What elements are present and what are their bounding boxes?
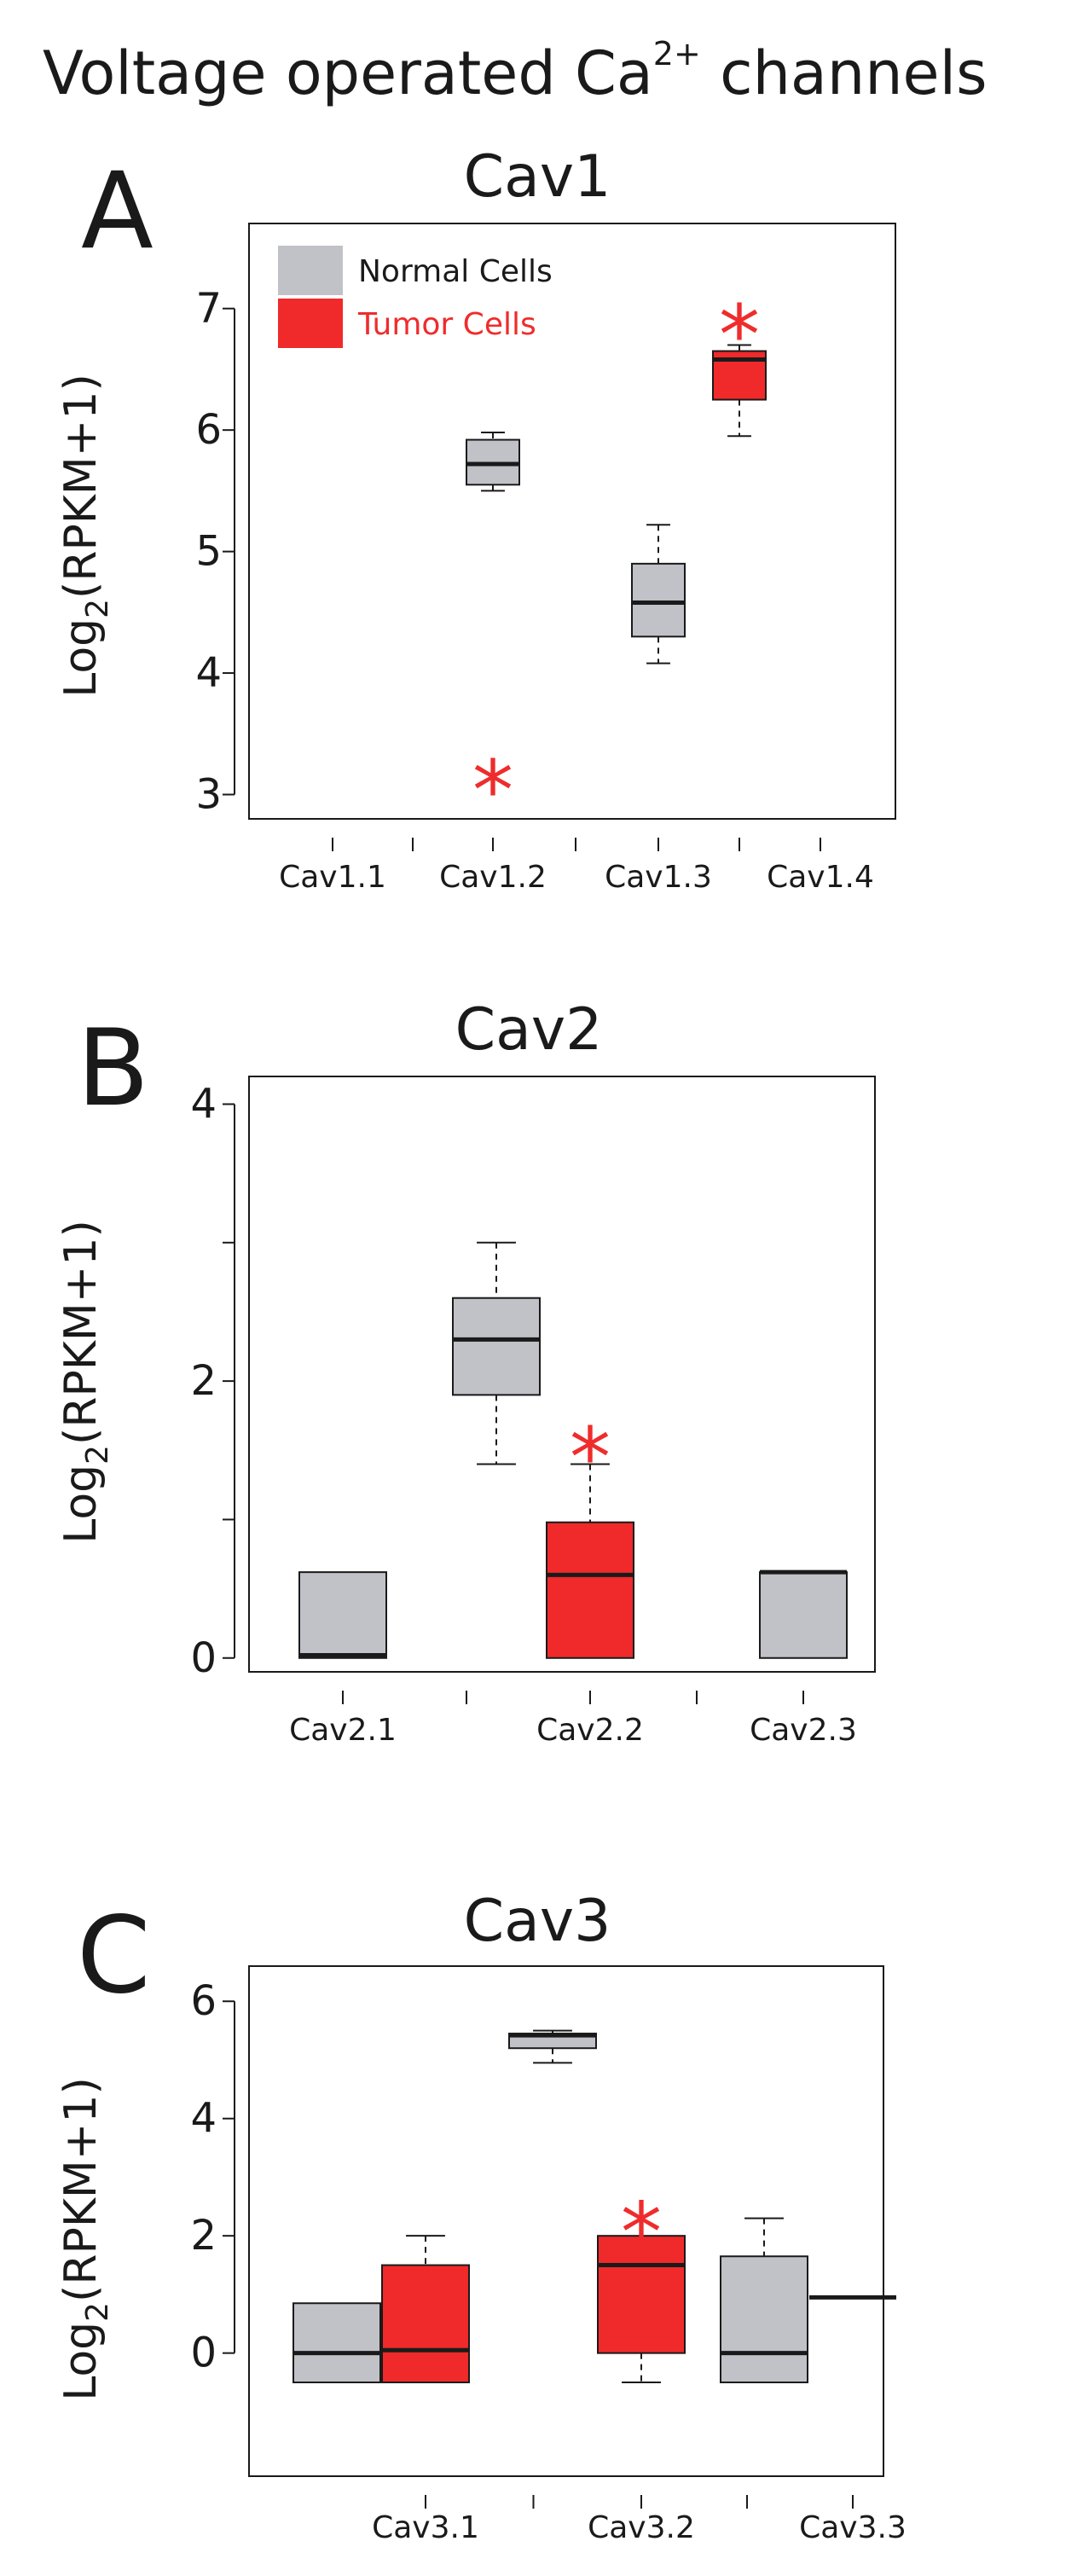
significance-asterisk: * xyxy=(621,2185,662,2281)
iqr-box xyxy=(597,2235,686,2354)
tumor-box-cav3-1 xyxy=(381,2235,470,2384)
x-tick-label: Cav1.2 xyxy=(439,860,547,895)
panel-c: C Cav3 0 2 4 6 Cav3.1 Cav3.2 Cav3.3 * Log2(RPK… xyxy=(55,1888,907,2545)
panel-letter-c: C xyxy=(77,1894,151,2017)
legend: Normal Cells Tumor Cells xyxy=(278,246,553,348)
normal-box-cav2-1 xyxy=(298,1571,387,1659)
x-tick-label: Cav3.1 xyxy=(372,2510,479,2545)
axes-c: 0 2 4 6 Cav3.1 Cav3.2 Cav3.3 xyxy=(190,1977,906,2545)
normal-box-cav3-3 xyxy=(720,2217,808,2384)
marks-b: * xyxy=(298,1241,848,1659)
x-tick-label: Cav1.1 xyxy=(279,860,386,895)
y-axis-label-a: Log2(RPKM+1) xyxy=(55,374,115,697)
tumor-box-cav3-2 xyxy=(597,2235,686,2384)
y-tick-label: 7 xyxy=(195,285,222,333)
iqr-box xyxy=(293,2302,381,2384)
y-tick-label: 0 xyxy=(190,1634,217,1682)
iqr-box xyxy=(452,1297,541,1396)
normal-box-cav1-3 xyxy=(631,524,686,664)
tumor-box-cav2-2 xyxy=(546,1463,634,1659)
y-axis-label-b: Log2(RPKM+1) xyxy=(55,1220,115,1543)
y-axis-label-c: Log2(RPKM+1) xyxy=(55,2077,115,2400)
x-tick-label: Cav2.1 xyxy=(289,1713,397,1748)
panel-title-cav3: Cav3 xyxy=(464,1888,611,1955)
iqr-box xyxy=(298,1571,387,1659)
normal-box-cav2-3 xyxy=(759,1569,848,1659)
figure-title: Voltage operated Ca2+ channels xyxy=(43,35,988,108)
axes-b: 0 2 4 Cav2.1 Cav2.2 Cav2.3 xyxy=(190,1080,856,1748)
normal-box-cav1-2 xyxy=(466,432,520,492)
x-tick-label: Cav3.2 xyxy=(588,2510,695,2545)
y-tick-label: 3 xyxy=(195,771,222,819)
significance-asterisk: * xyxy=(570,1410,611,1506)
panel-title-cav2: Cav2 xyxy=(455,996,603,1064)
y-tick-label: 2 xyxy=(190,2212,217,2260)
y-tick-label: 2 xyxy=(190,1357,217,1405)
y-tick-label: 4 xyxy=(195,649,222,697)
panel-b: B Cav2 0 2 4 Cav2.1 Cav2.2 Cav2.3 * Log2(RPKM… xyxy=(55,996,876,1748)
panel-title-cav1: Cav1 xyxy=(464,143,611,211)
plot-frame-c xyxy=(248,1965,884,2477)
tumor-box-cav1-3 xyxy=(712,344,767,438)
plot-frame-b xyxy=(248,1076,876,1673)
iqr-box xyxy=(759,1571,848,1659)
panel-letter-b: B xyxy=(77,1007,149,1130)
panel-letter-a: A xyxy=(81,150,154,273)
legend-normal-label: Normal Cells xyxy=(358,254,553,289)
significance-asterisk: * xyxy=(472,743,513,838)
y-tick-label: 6 xyxy=(195,406,222,454)
iqr-box xyxy=(631,562,686,638)
iqr-box xyxy=(381,2264,470,2384)
normal-box-cav3-2 xyxy=(508,2029,597,2064)
y-tick-label: 6 xyxy=(190,1977,217,2025)
y-tick-label: 5 xyxy=(195,528,222,576)
iqr-box xyxy=(720,2255,808,2384)
y-tick-label: 0 xyxy=(190,2329,217,2377)
x-tick-label: Cav1.4 xyxy=(767,860,874,895)
normal-box-cav2-2 xyxy=(452,1241,541,1465)
x-tick-label: Cav2.2 xyxy=(536,1713,644,1748)
axes-a: 3 4 5 6 7 Cav1.1 Cav1.2 Cav1.3 Cav1.4 xyxy=(195,285,873,895)
legend-tumor-label: Tumor Cells xyxy=(357,307,536,342)
legend-tumor-swatch xyxy=(278,299,343,348)
legend-normal-swatch xyxy=(278,246,343,295)
marks-a: ** xyxy=(466,287,767,838)
x-tick-label: Cav2.3 xyxy=(750,1713,857,1748)
marks-c: * xyxy=(293,2029,896,2384)
iqr-box xyxy=(546,1521,634,1659)
plot-frame-a xyxy=(248,223,896,820)
normal-box-cav3-1 xyxy=(293,2302,381,2384)
y-tick-label: 4 xyxy=(190,1080,217,1128)
x-tick-label: Cav3.3 xyxy=(799,2510,907,2545)
y-tick-label: 4 xyxy=(190,2095,217,2143)
significance-asterisk: * xyxy=(719,287,760,383)
x-tick-label: Cav1.3 xyxy=(605,860,712,895)
